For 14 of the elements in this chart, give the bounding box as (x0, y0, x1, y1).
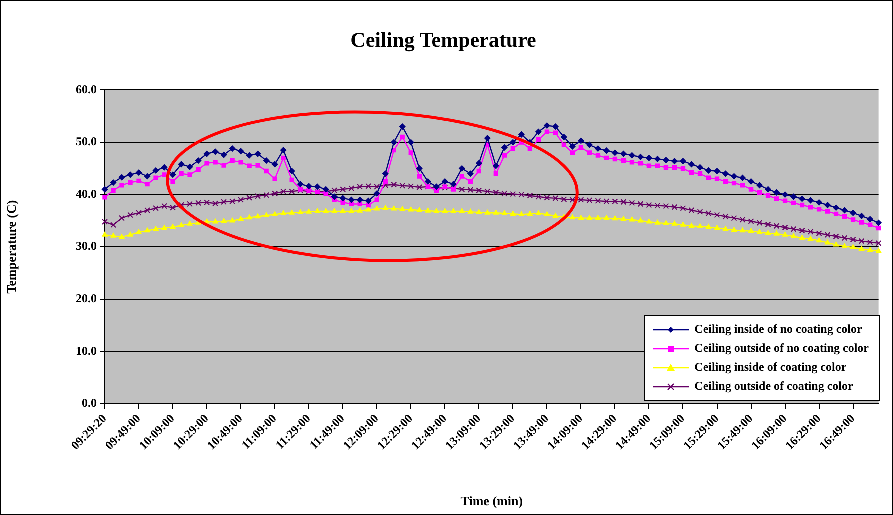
legend-label: Ceiling inside of no coating color (694, 321, 862, 338)
legend-label: Ceiling outside of coating color (694, 378, 854, 395)
x-axis-title: Time (min) (460, 494, 524, 509)
y-axis-title: Temperature (C) (4, 200, 20, 294)
y-tick-label: 40.0 (76, 186, 97, 201)
y-tick-label: 10.0 (76, 344, 97, 358)
y-tick-label: 0.0 (82, 396, 97, 410)
y-tick-label: 60.0 (76, 82, 97, 96)
y-tick-label: 30.0 (76, 239, 97, 254)
legend-label: Ceiling outside of no coating color (694, 340, 869, 357)
legend-label: Ceiling inside of coating color (694, 359, 847, 376)
y-tick-label: 20.0 (76, 291, 97, 306)
chart-title: Ceiling Temperature (350, 28, 536, 52)
y-tick-label: 50.0 (76, 134, 97, 149)
